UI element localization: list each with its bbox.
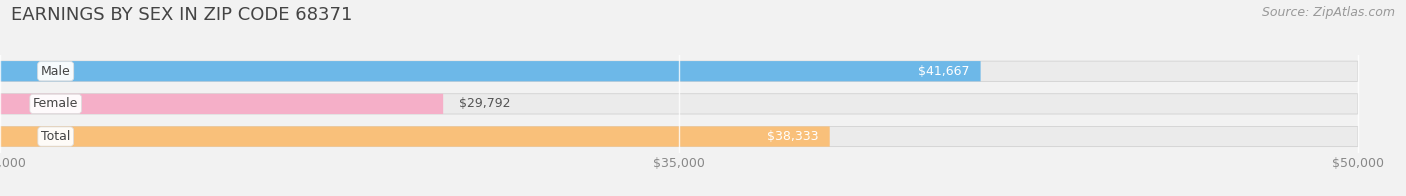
FancyBboxPatch shape [0,61,980,81]
FancyBboxPatch shape [0,126,830,147]
Text: Female: Female [32,97,79,110]
FancyBboxPatch shape [0,61,1358,81]
Text: Source: ZipAtlas.com: Source: ZipAtlas.com [1261,6,1395,19]
Text: Male: Male [41,65,70,78]
FancyBboxPatch shape [0,94,443,114]
Text: Total: Total [41,130,70,143]
Text: $29,792: $29,792 [460,97,510,110]
Text: EARNINGS BY SEX IN ZIP CODE 68371: EARNINGS BY SEX IN ZIP CODE 68371 [11,6,353,24]
Text: $41,667: $41,667 [918,65,970,78]
FancyBboxPatch shape [0,126,1358,147]
FancyBboxPatch shape [0,94,1358,114]
Text: $38,333: $38,333 [768,130,818,143]
